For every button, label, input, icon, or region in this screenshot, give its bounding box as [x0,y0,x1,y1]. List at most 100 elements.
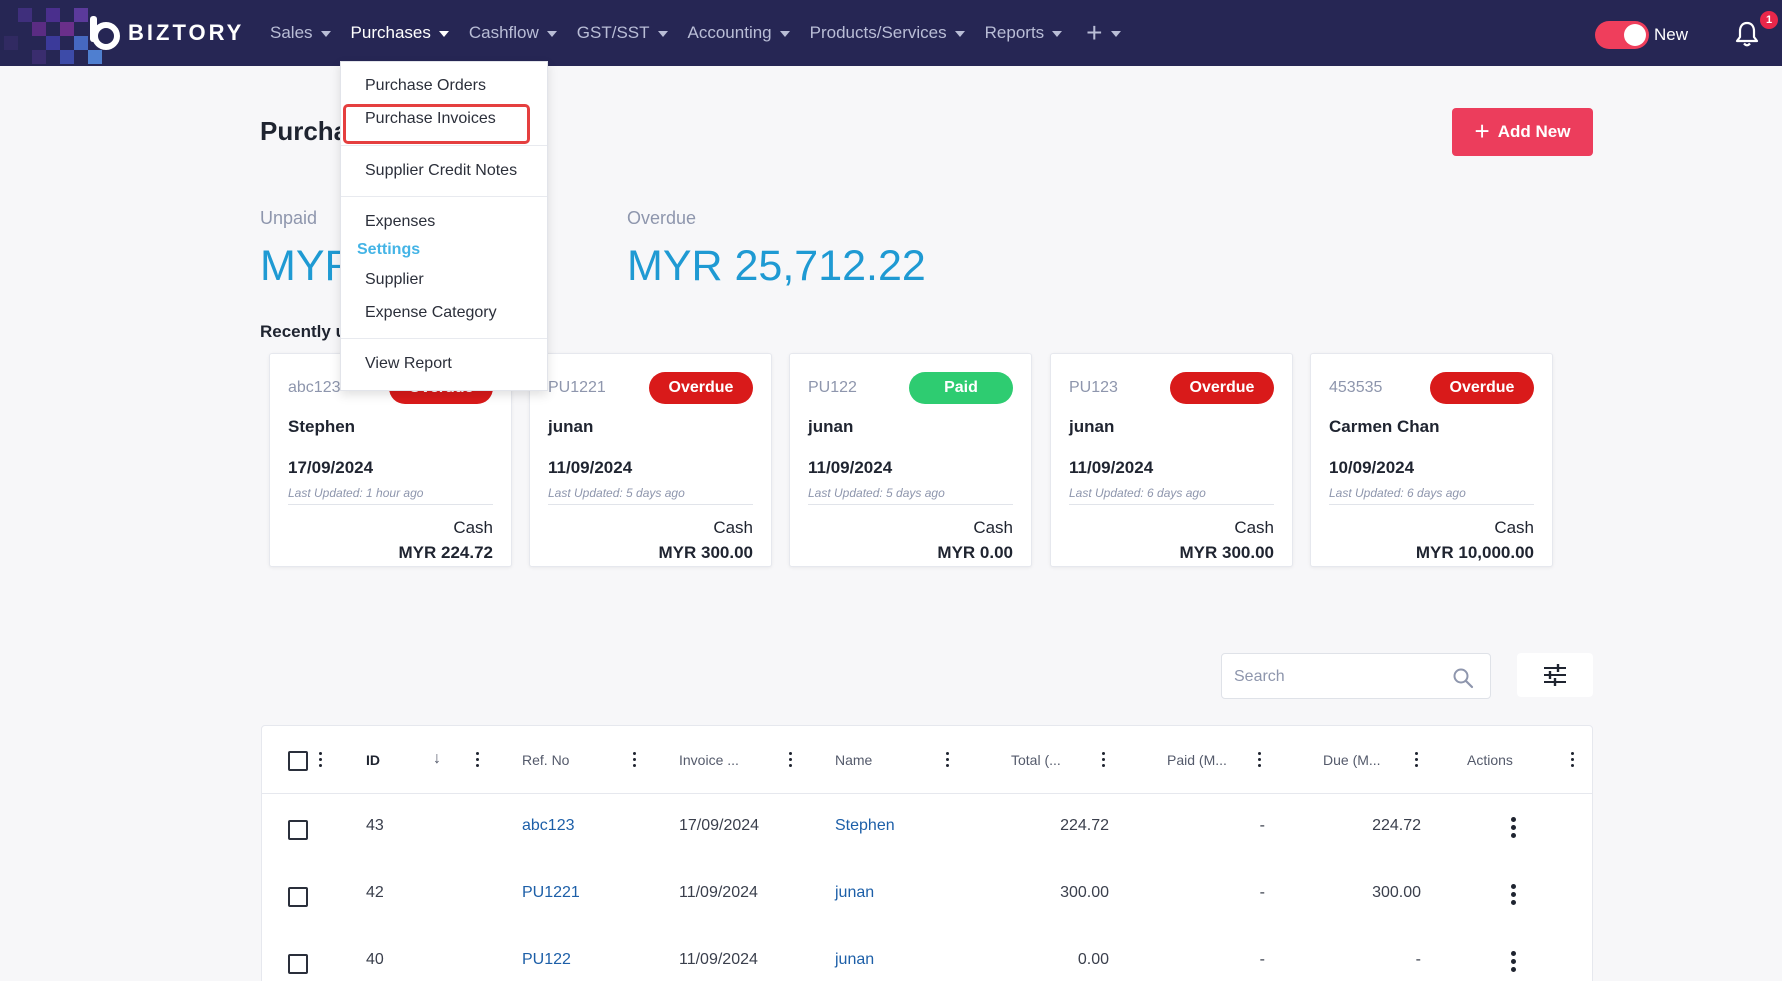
status-badge: Paid [909,372,1013,404]
header-paid[interactable]: Paid (M... [1167,752,1227,768]
card-ref: PU1221 [548,379,606,396]
notification-badge: 1 [1760,11,1778,29]
sort-arrow-down-icon[interactable]: ↓ [433,750,441,767]
invoice-card[interactable]: PU122 Paid junan 11/09/2024 Last Updated… [789,353,1032,567]
menu-divider [341,145,547,146]
menu-item-supplier-credit-notes[interactable]: Supplier Credit Notes [365,162,518,179]
cell-due: 224.72 [1372,817,1421,834]
cell-ref-link[interactable]: abc123 [522,817,575,834]
column-menu-icon[interactable] [319,752,323,768]
bell-icon[interactable] [1734,20,1760,48]
column-menu-icon[interactable] [1571,752,1575,768]
card-divider [1069,504,1274,505]
table-row[interactable]: 43 abc123 17/09/2024 Stephen 224.72 - 22… [262,795,1592,862]
row-checkbox[interactable] [288,954,308,974]
cell-name-link[interactable]: Stephen [835,817,895,834]
cell-name-link[interactable]: junan [835,884,875,901]
nav-accounting-label: Accounting [687,23,772,42]
nav-products-services[interactable]: Products/Services [810,23,965,43]
column-menu-icon[interactable] [1415,752,1419,768]
row-checkbox[interactable] [288,820,308,840]
invoice-card[interactable]: PU1221 Overdue junan 11/09/2024 Last Upd… [529,353,772,567]
invoice-card[interactable]: PU123 Overdue junan 11/09/2024 Last Upda… [1050,353,1293,567]
card-ref: 453535 [1329,379,1383,396]
quick-add-menu[interactable]: + [1086,17,1121,49]
header-id[interactable]: ID [366,752,380,768]
menu-item-purchase-invoices[interactable]: Purchase Invoices [365,110,496,127]
recently-updated-heading: Recently u [260,322,346,341]
menu-divider [341,196,547,197]
column-menu-icon[interactable] [789,752,793,768]
header-ref-no[interactable]: Ref. No [522,752,570,768]
cell-date: 11/09/2024 [679,884,758,901]
card-divider [548,504,753,505]
page-title: Purcha [260,116,349,146]
search-box [1221,653,1491,699]
chevron-down-icon [657,31,668,37]
search-icon[interactable] [1452,667,1474,689]
brand-name[interactable]: BIZTORY [128,20,245,45]
filter-button[interactable] [1517,653,1593,697]
cell-ref-link[interactable]: PU1221 [522,884,580,901]
card-ref: PU123 [1069,379,1118,396]
status-badge: Overdue [1430,372,1534,404]
menu-item-view-report[interactable]: View Report [365,355,452,372]
header-due[interactable]: Due (M... [1323,752,1381,768]
cell-name-link[interactable]: junan [835,951,875,968]
nav-purchases[interactable]: Purchases [351,23,449,43]
header-name[interactable]: Name [835,752,873,768]
header-invoice-date[interactable]: Invoice ... [679,752,739,768]
cell-due: 300.00 [1372,884,1421,901]
nav-gst-sst[interactable]: GST/SST [577,23,668,43]
menu-item-expense-category[interactable]: Expense Category [365,304,497,321]
column-menu-icon[interactable] [1258,752,1262,768]
row-actions-icon[interactable] [1511,951,1516,973]
header-total[interactable]: Total (... [1011,752,1061,768]
column-menu-icon[interactable] [476,752,480,768]
nav-reports[interactable]: Reports [985,23,1063,43]
card-last-updated: Last Updated: 5 days ago [808,486,945,500]
table-row[interactable]: 40 PU122 11/09/2024 junan 0.00 - - [262,929,1592,981]
nav-accounting[interactable]: Accounting [688,23,790,43]
unpaid-label: Unpaid [260,208,318,228]
table-row[interactable]: 42 PU1221 11/09/2024 junan 300.00 - 300.… [262,862,1592,929]
nav-cashflow[interactable]: Cashflow [469,23,557,43]
column-menu-icon[interactable] [946,752,950,768]
menu-item-supplier[interactable]: Supplier [365,271,424,288]
menu-item-purchase-orders[interactable]: Purchase Orders [365,77,486,94]
plus-icon: + [1474,115,1490,146]
select-all-checkbox[interactable] [288,751,308,771]
card-supplier-name: junan [548,417,594,436]
column-menu-icon[interactable] [633,752,637,768]
card-divider [808,504,1013,505]
card-supplier-name: junan [808,417,854,436]
cell-ref-link[interactable]: PU122 [522,951,571,968]
card-amount: MYR 300.00 [1179,543,1275,562]
row-actions-icon[interactable] [1511,817,1516,839]
unpaid-value: MYR [260,242,356,290]
chevron-down-icon [1052,31,1063,37]
row-actions-icon[interactable] [1511,884,1516,906]
card-supplier-name: Carmen Chan [1329,417,1440,436]
card-payment-method: Cash [973,518,1013,537]
purchases-dropdown-menu: Purchase Orders Purchase Invoices Suppli… [340,61,548,391]
menu-item-expenses[interactable]: Expenses [365,213,436,230]
card-divider [288,504,493,505]
add-new-button[interactable]: + Add New [1452,108,1593,156]
card-payment-method: Cash [1234,518,1274,537]
toggle-knob [1624,24,1646,46]
menu-section-settings: Settings [357,241,421,258]
card-amount: MYR 10,000.00 [1415,543,1534,562]
nav-purchases-label: Purchases [350,23,431,42]
card-supplier-name: Stephen [288,417,356,436]
chevron-down-icon [779,31,790,37]
invoice-card[interactable]: 453535 Overdue Carmen Chan 10/09/2024 La… [1310,353,1553,567]
row-checkbox[interactable] [288,887,308,907]
card-amount: MYR 300.00 [658,543,754,562]
search-input[interactable] [1234,664,1444,690]
new-ui-toggle[interactable] [1595,21,1649,49]
cell-paid: - [1259,817,1265,834]
chevron-down-icon [438,31,449,37]
nav-sales[interactable]: Sales [270,23,331,43]
column-menu-icon[interactable] [1102,752,1106,768]
